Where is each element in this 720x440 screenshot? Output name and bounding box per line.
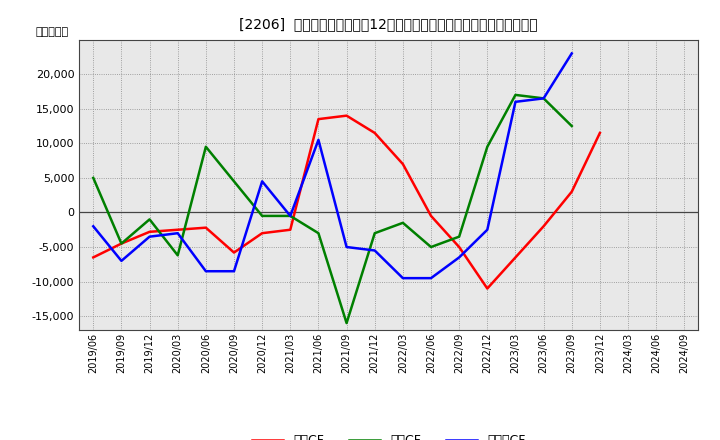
営業CF	[567, 189, 576, 194]
営業CF	[399, 161, 408, 167]
投資CF	[286, 213, 294, 219]
フリーCF	[145, 234, 154, 239]
営業CF	[455, 244, 464, 249]
投資CF	[399, 220, 408, 225]
営業CF	[230, 250, 238, 255]
フリーCF	[370, 248, 379, 253]
投資CF	[370, 231, 379, 236]
営業CF	[595, 130, 604, 136]
営業CF	[483, 286, 492, 291]
投資CF	[455, 234, 464, 239]
投資CF	[202, 144, 210, 150]
Line: 営業CF: 営業CF	[94, 116, 600, 289]
Line: 投資CF: 投資CF	[94, 95, 572, 323]
投資CF	[314, 231, 323, 236]
フリーCF	[511, 99, 520, 104]
営業CF	[145, 229, 154, 235]
Line: フリーCF: フリーCF	[94, 53, 572, 278]
営業CF	[511, 255, 520, 260]
Title: [2206]  キャッシュフローの12か月移動合計の対前年同期増減額の推移: [2206] キャッシュフローの12か月移動合計の対前年同期増減額の推移	[240, 18, 538, 32]
フリーCF	[399, 275, 408, 281]
営業CF	[342, 113, 351, 118]
営業CF	[202, 225, 210, 230]
営業CF	[427, 213, 436, 219]
フリーCF	[117, 258, 126, 264]
投資CF	[230, 179, 238, 184]
フリーCF	[483, 227, 492, 232]
投資CF	[145, 217, 154, 222]
投資CF	[117, 241, 126, 246]
営業CF	[370, 130, 379, 136]
投資CF	[539, 96, 548, 101]
投資CF	[567, 123, 576, 128]
フリーCF	[89, 224, 98, 229]
フリーCF	[567, 51, 576, 56]
フリーCF	[455, 255, 464, 260]
フリーCF	[314, 137, 323, 143]
投資CF	[483, 144, 492, 150]
投資CF	[427, 244, 436, 249]
フリーCF	[342, 244, 351, 249]
フリーCF	[174, 231, 182, 236]
投資CF	[89, 175, 98, 180]
営業CF	[174, 227, 182, 232]
フリーCF	[539, 96, 548, 101]
営業CF	[286, 227, 294, 232]
投資CF	[258, 213, 266, 219]
営業CF	[117, 241, 126, 246]
フリーCF	[202, 268, 210, 274]
営業CF	[89, 255, 98, 260]
営業CF	[314, 117, 323, 122]
営業CF	[539, 224, 548, 229]
フリーCF	[427, 275, 436, 281]
Legend: 営業CF, 投資CF, フリーCF: 営業CF, 投資CF, フリーCF	[247, 429, 531, 440]
投資CF	[511, 92, 520, 98]
投資CF	[342, 320, 351, 326]
フリーCF	[286, 213, 294, 219]
投資CF	[174, 253, 182, 258]
フリーCF	[258, 179, 266, 184]
Text: （百万円）: （百万円）	[36, 27, 69, 37]
営業CF	[258, 231, 266, 236]
フリーCF	[230, 268, 238, 274]
